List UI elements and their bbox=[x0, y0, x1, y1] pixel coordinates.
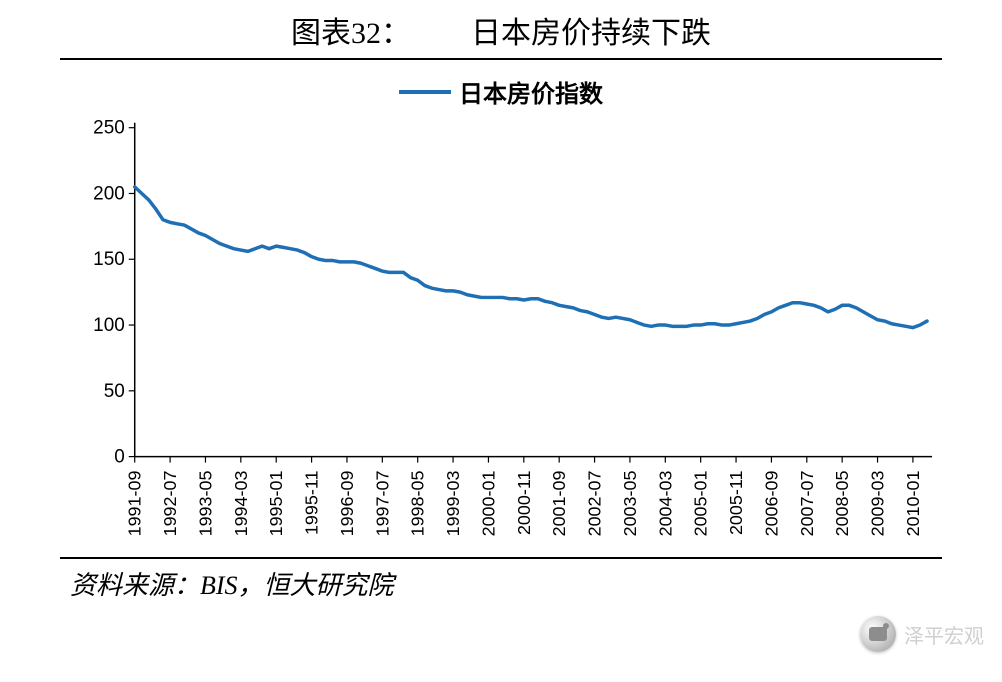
svg-text:1992-07: 1992-07 bbox=[160, 471, 180, 537]
svg-text:1995-11: 1995-11 bbox=[302, 471, 322, 536]
watermark: 泽平宏观 bbox=[860, 616, 984, 652]
svg-text:0: 0 bbox=[114, 447, 125, 468]
svg-text:1994-03: 1994-03 bbox=[231, 471, 251, 537]
line-chart-svg: 0 50 100 150 200 250 1991-09 1992-07 1993-05 1994… bbox=[50, 117, 947, 557]
svg-text:1997-07: 1997-07 bbox=[372, 471, 392, 537]
svg-text:2000-11: 2000-11 bbox=[514, 471, 534, 536]
legend-label: 日本房价指数 bbox=[459, 74, 603, 109]
svg-text:2006-09: 2006-09 bbox=[761, 471, 781, 537]
legend: 日本房价指数 bbox=[0, 60, 1002, 117]
chart-plot-area: 0 50 100 150 200 250 1991-09 1992-07 1993-05 1994… bbox=[0, 117, 1002, 557]
svg-text:2009-03: 2009-03 bbox=[868, 471, 888, 537]
svg-text:2003-05: 2003-05 bbox=[620, 471, 640, 537]
svg-text:2005-01: 2005-01 bbox=[691, 471, 711, 537]
svg-text:1995-01: 1995-01 bbox=[266, 471, 286, 537]
svg-text:2007-07: 2007-07 bbox=[797, 471, 817, 537]
svg-text:250: 250 bbox=[93, 118, 125, 139]
svg-text:150: 150 bbox=[93, 249, 125, 270]
chart-number: 图表32： bbox=[291, 8, 411, 52]
svg-text:2004-03: 2004-03 bbox=[655, 471, 675, 537]
svg-text:2002-07: 2002-07 bbox=[585, 471, 605, 537]
wechat-icon bbox=[860, 616, 896, 652]
source-text: 资料来源：BIS，恒大研究院 bbox=[60, 565, 942, 602]
svg-text:1991-09: 1991-09 bbox=[125, 471, 145, 537]
svg-text:100: 100 bbox=[93, 315, 125, 336]
svg-text:2005-11: 2005-11 bbox=[726, 471, 746, 536]
svg-text:200: 200 bbox=[93, 183, 125, 204]
svg-text:1999-03: 1999-03 bbox=[443, 471, 463, 537]
svg-text:1993-05: 1993-05 bbox=[195, 471, 215, 537]
svg-text:1996-09: 1996-09 bbox=[337, 471, 357, 537]
svg-text:2008-05: 2008-05 bbox=[832, 471, 852, 537]
svg-text:2000-01: 2000-01 bbox=[478, 471, 498, 537]
title-bar: 图表32： 日本房价持续下跌 bbox=[60, 0, 942, 60]
svg-text:2001-09: 2001-09 bbox=[549, 471, 569, 537]
legend-item: 日本房价指数 bbox=[399, 74, 603, 109]
svg-text:2010-01: 2010-01 bbox=[903, 471, 923, 537]
svg-text:1998-05: 1998-05 bbox=[408, 471, 428, 537]
footer: 资料来源：BIS，恒大研究院 bbox=[60, 557, 942, 602]
chart-title: 日本房价持续下跌 bbox=[471, 8, 711, 52]
chart-container: 图表32： 日本房价持续下跌 日本房价指数 0 50 100 150 200 250 199… bbox=[0, 0, 1002, 682]
svg-text:50: 50 bbox=[104, 381, 125, 402]
legend-line-swatch bbox=[399, 90, 451, 94]
watermark-text: 泽平宏观 bbox=[904, 620, 984, 649]
